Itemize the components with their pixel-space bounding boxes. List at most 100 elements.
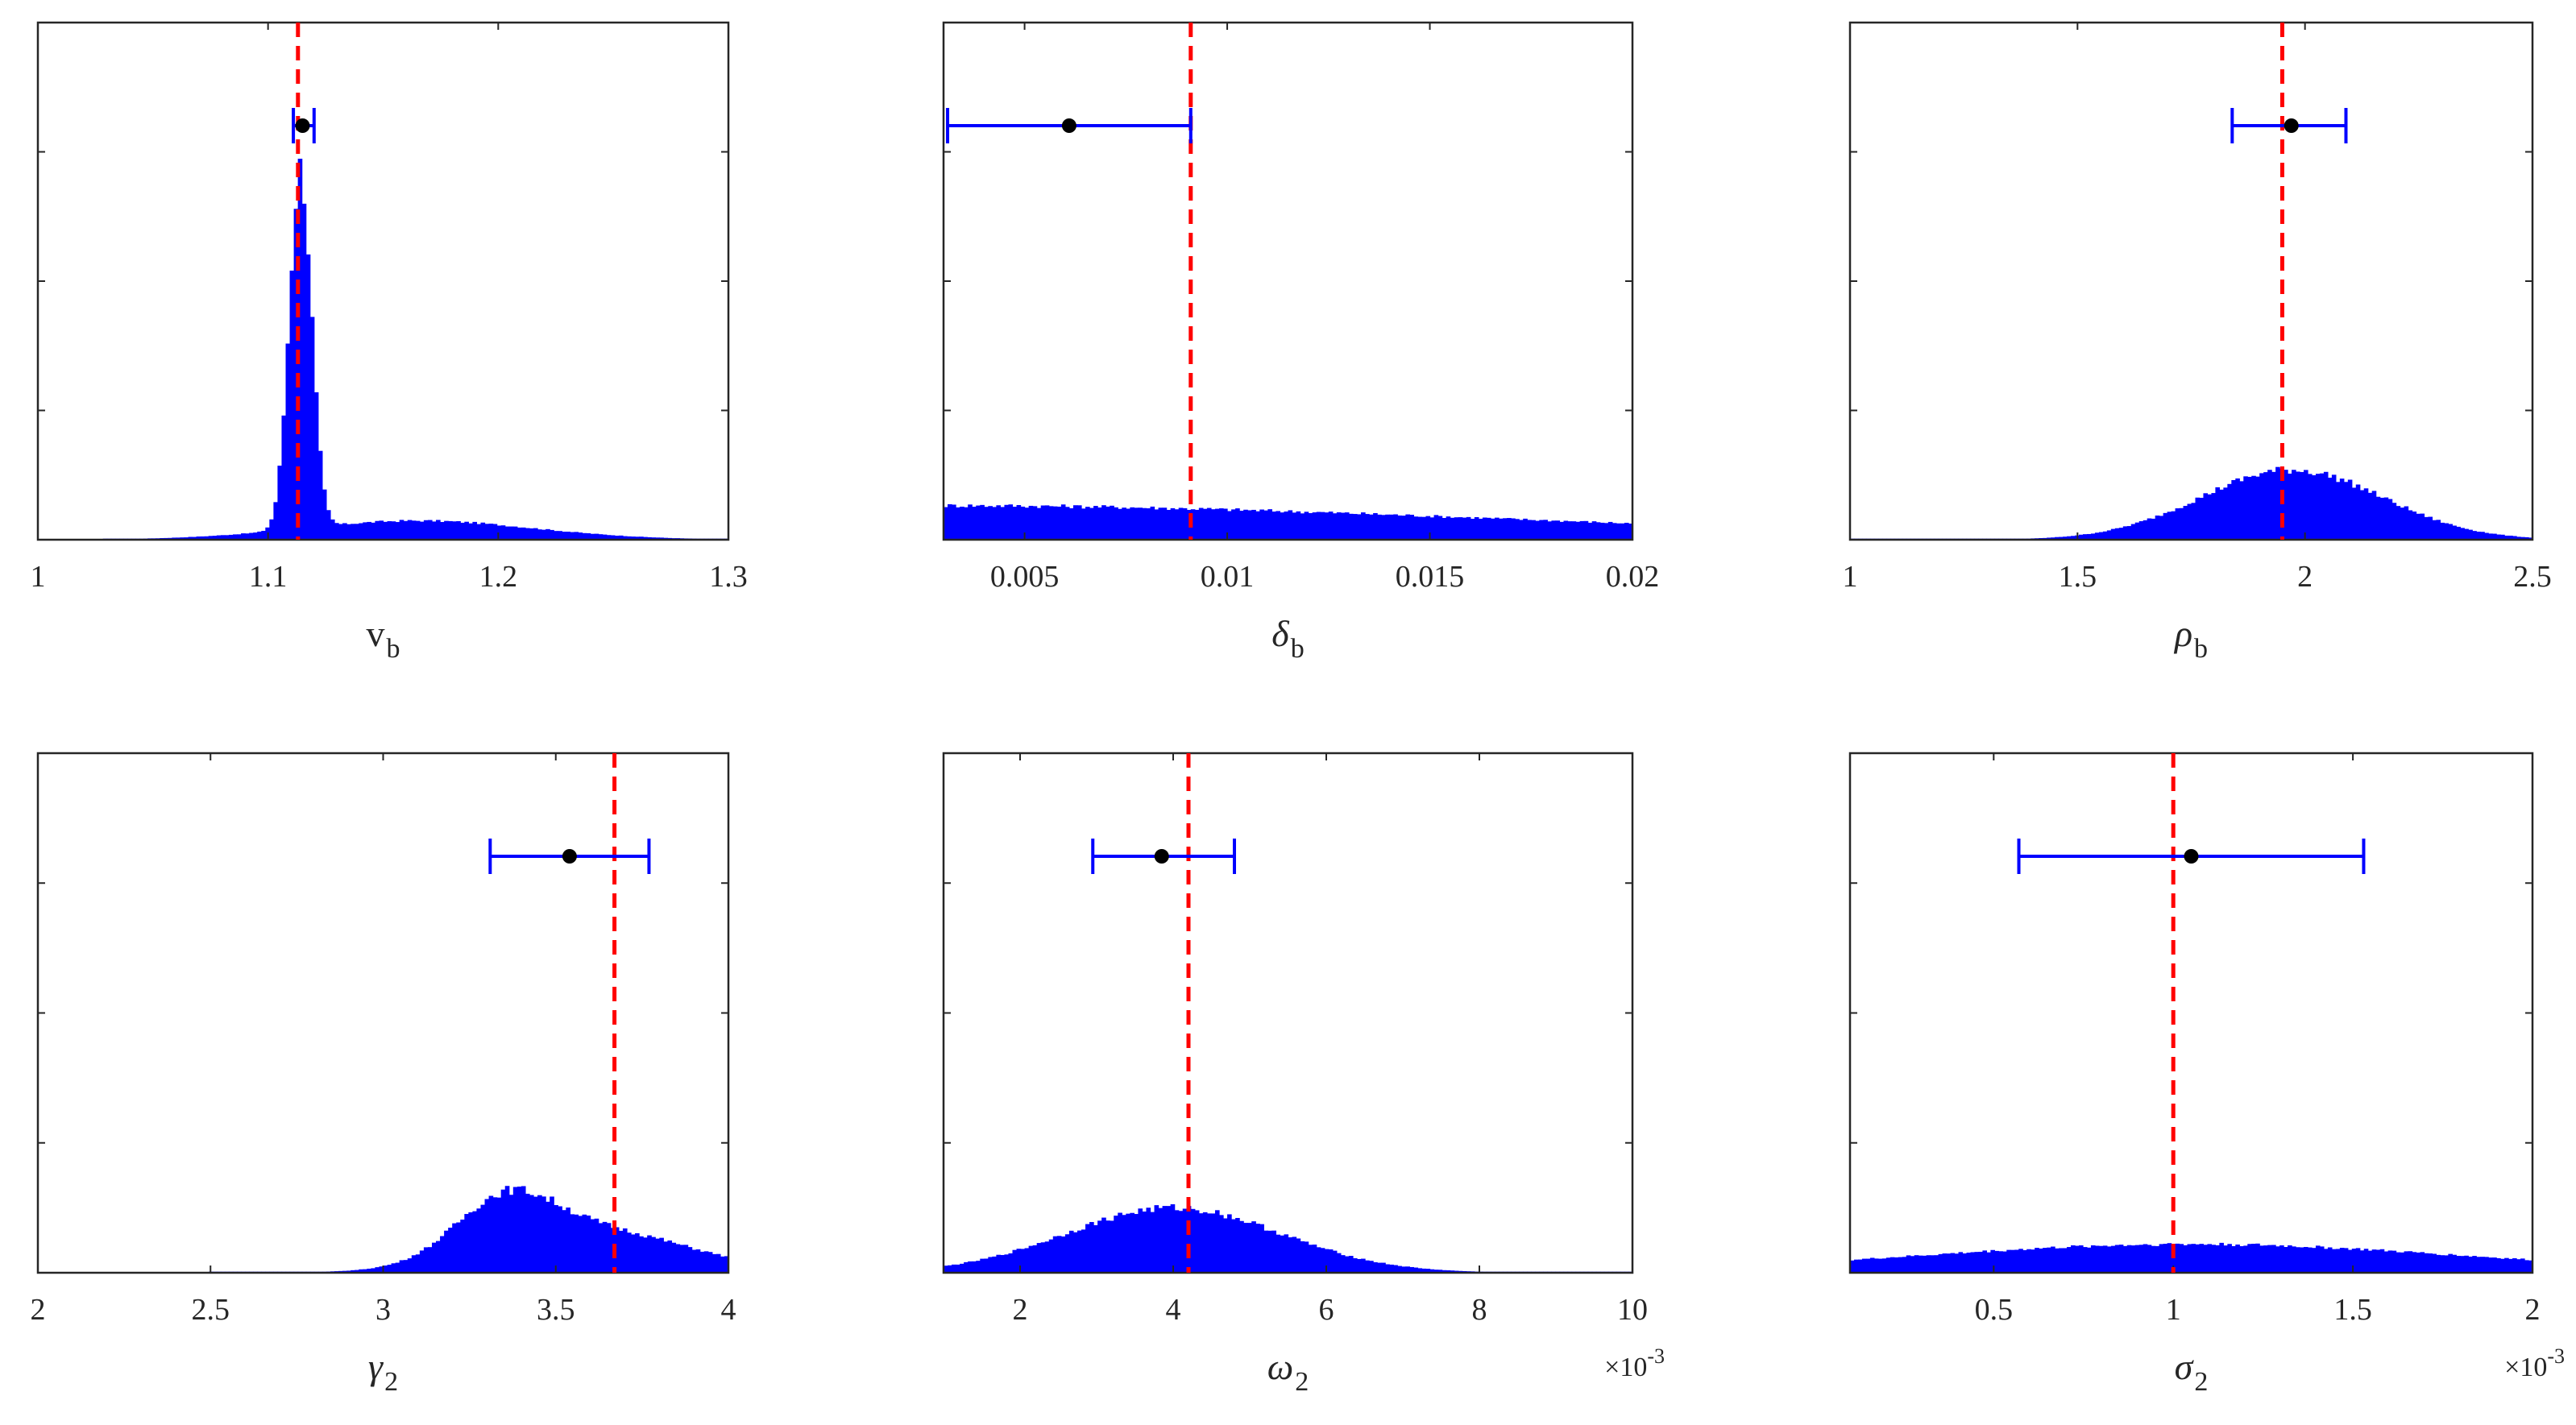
histogram-bar [375, 1267, 380, 1273]
histogram-bar [1583, 520, 1589, 540]
histogram-bar [2155, 516, 2160, 540]
histogram-bar [1194, 509, 1200, 540]
histogram-bar [1393, 1265, 1398, 1273]
x-axis-label: ρb [2173, 613, 2208, 664]
histogram-bar [521, 1186, 526, 1273]
histogram-bar [1381, 1262, 1386, 1273]
histogram-bar [558, 531, 562, 540]
histogram-bar [720, 1256, 725, 1273]
histogram-bar [2292, 470, 2296, 540]
histogram-bar [651, 1237, 656, 1273]
histogram-bar [582, 1214, 587, 1273]
histogram-bar [1239, 511, 1244, 540]
histogram-bar [1056, 1236, 1062, 1273]
error-bar [488, 839, 651, 874]
histogram-bar [1332, 513, 1338, 540]
histogram-bar [516, 1187, 522, 1273]
histogram-bar [1348, 513, 1354, 540]
histogram-bar [1259, 1224, 1264, 1273]
histogram-bar [1085, 507, 1090, 540]
histogram-bar [2167, 512, 2172, 540]
histogram-bar [488, 524, 494, 540]
histogram-bar [2067, 1247, 2072, 1273]
histogram-bar [1214, 1210, 1220, 1273]
histogram-bar [1089, 507, 1094, 540]
histogram-bar [1130, 507, 1135, 540]
histogram-bar [1110, 1220, 1114, 1273]
histogram-bar [2284, 470, 2288, 540]
histogram-bar [1056, 506, 1062, 540]
histogram-bar [2464, 1255, 2469, 1273]
histogram-bar [1389, 1264, 1394, 1273]
histogram-bar [1344, 1256, 1350, 1273]
histogram-bar [1271, 1230, 1277, 1273]
histogram-bar [1012, 1249, 1018, 1273]
histogram-bar [1134, 507, 1139, 540]
histogram-bar [456, 1222, 461, 1273]
histogram-bar [972, 507, 977, 540]
histogram-bar [2472, 531, 2477, 540]
histogram-bar [176, 537, 181, 540]
histogram-bar [1861, 1258, 1867, 1273]
histogram-bar [1076, 1230, 1082, 1273]
histogram-bar [2400, 1252, 2405, 1273]
histogram-bar [440, 522, 445, 540]
histogram-bar [2363, 1249, 2369, 1273]
histogram-bar [1962, 1253, 1968, 1273]
x-axis-label: δb [1271, 613, 1304, 664]
histogram-bar [1344, 512, 1350, 540]
histogram-bar [216, 535, 222, 540]
histogram-bar [1507, 518, 1512, 540]
histogram [1850, 1242, 2533, 1273]
histogram-bar [1369, 514, 1374, 540]
histogram-bar [1308, 512, 1313, 540]
histogram-bar [647, 536, 652, 540]
histogram-bar [2504, 1257, 2509, 1273]
histogram-bar [1352, 514, 1358, 540]
histogram-bar [554, 531, 558, 540]
histogram-bar [1239, 1220, 1244, 1273]
histogram-bar [1223, 508, 1228, 540]
histogram-bar [1227, 1214, 1232, 1273]
histogram-bar [423, 520, 429, 540]
histogram-bar [1024, 507, 1030, 540]
histogram-bar [2331, 1249, 2337, 1273]
histogram-bar [1243, 509, 1248, 540]
histogram-bar [419, 521, 425, 540]
histogram-bar [407, 1258, 413, 1273]
histogram-bar [2468, 1256, 2473, 1273]
histogram-bar [1950, 1253, 1956, 1273]
histogram-bar [2412, 512, 2417, 540]
x-axis-label-base: σ [2175, 1346, 2195, 1387]
histogram-bar [1202, 508, 1208, 540]
histogram-bar [1138, 507, 1143, 540]
histogram-bar [988, 1257, 993, 1273]
histogram-bar [464, 1214, 469, 1273]
histogram-bar [2275, 466, 2280, 540]
histogram-bar [1036, 1243, 1042, 1273]
axes-box [1848, 21, 2534, 541]
histogram-bar [944, 507, 948, 540]
histogram-bar [1044, 1241, 1050, 1273]
x-tick-label: 0.5 [1975, 1293, 2014, 1327]
histogram-bar [188, 536, 193, 540]
histogram-bar [367, 521, 371, 540]
histogram-bar [2207, 494, 2213, 540]
histogram-bar [537, 1195, 542, 1273]
histogram-bar [1178, 507, 1184, 540]
x-tick-label: 2 [1013, 1293, 1028, 1327]
histogram-bar [525, 528, 530, 540]
histogram-bar [1174, 509, 1180, 540]
x-tick-label: 1.1 [249, 560, 288, 594]
histogram-bar [533, 1196, 538, 1273]
histogram-bar [1263, 510, 1268, 540]
histogram-bar [1446, 516, 1451, 540]
histogram-bar [2006, 1249, 2011, 1273]
histogram-bar [321, 489, 327, 540]
histogram-bar [1122, 1215, 1126, 1273]
histogram-bar [277, 466, 283, 540]
histogram-bar [1000, 507, 1006, 540]
histogram-bar [1004, 504, 1010, 540]
histogram-bar [2412, 1252, 2417, 1273]
histogram-bar [2239, 1245, 2244, 1273]
